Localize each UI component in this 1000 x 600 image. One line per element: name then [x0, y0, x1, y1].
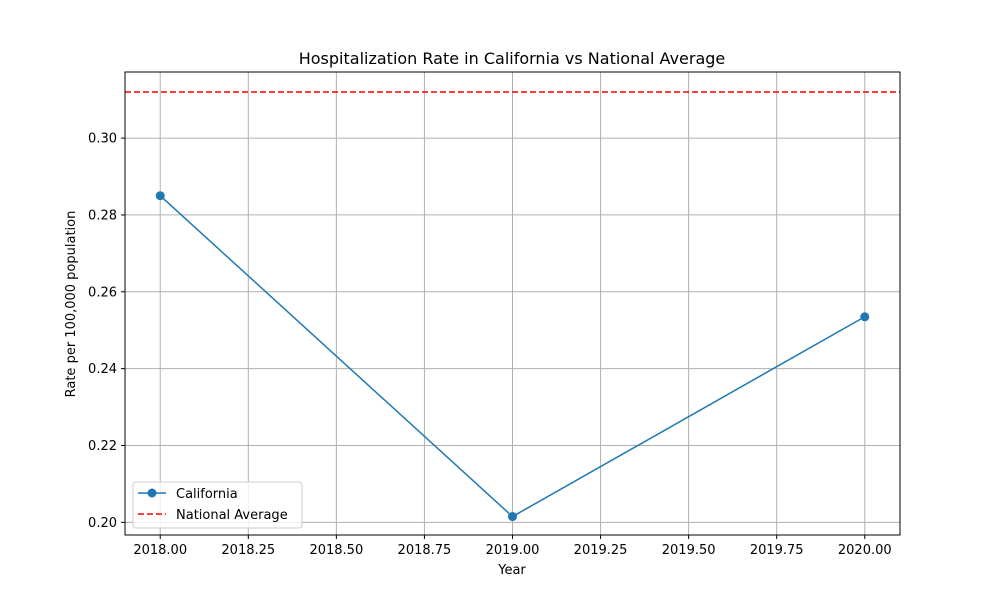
x-tick-label: 2018.75 — [398, 543, 452, 558]
legend-label-california: California — [176, 487, 238, 502]
ticks: 2018.00 2018.25 2018.50 2018.75 2019.00 2019.… — [88, 132, 892, 558]
x-tick-label: 2019.50 — [662, 543, 716, 558]
legend-box — [132, 481, 303, 529]
legend-marker-california — [147, 488, 157, 498]
y-tick-label: 0.26 — [88, 285, 117, 300]
data-point-california — [155, 191, 165, 201]
x-axis-label: Year — [497, 563, 526, 578]
x-tick-label: 2018.50 — [309, 543, 363, 558]
x-tick-label: 2018.00 — [133, 543, 187, 558]
y-tick-label: 0.22 — [88, 439, 117, 454]
x-tick-label: 2019.00 — [486, 543, 540, 558]
legend: California National Average — [132, 481, 303, 529]
grid — [125, 72, 900, 535]
legend-label-national-average: National Average — [176, 508, 288, 523]
y-tick-label: 0.28 — [88, 208, 117, 223]
x-tick-label: 2020.00 — [838, 543, 892, 558]
series — [155, 191, 870, 522]
y-tick-label: 0.20 — [88, 516, 117, 531]
data-point-california — [860, 312, 870, 322]
data-point-california — [508, 512, 517, 522]
y-tick-label: 0.24 — [88, 362, 117, 377]
y-tick-label: 0.30 — [88, 132, 117, 147]
x-tick-label: 2019.75 — [750, 543, 804, 558]
x-tick-label: 2019.25 — [574, 543, 628, 558]
chart-title: Hospitalization Rate in California vs Na… — [299, 49, 726, 68]
x-tick-label: 2018.25 — [221, 543, 275, 558]
y-axis-label: Rate per 100,000 population — [64, 211, 79, 398]
